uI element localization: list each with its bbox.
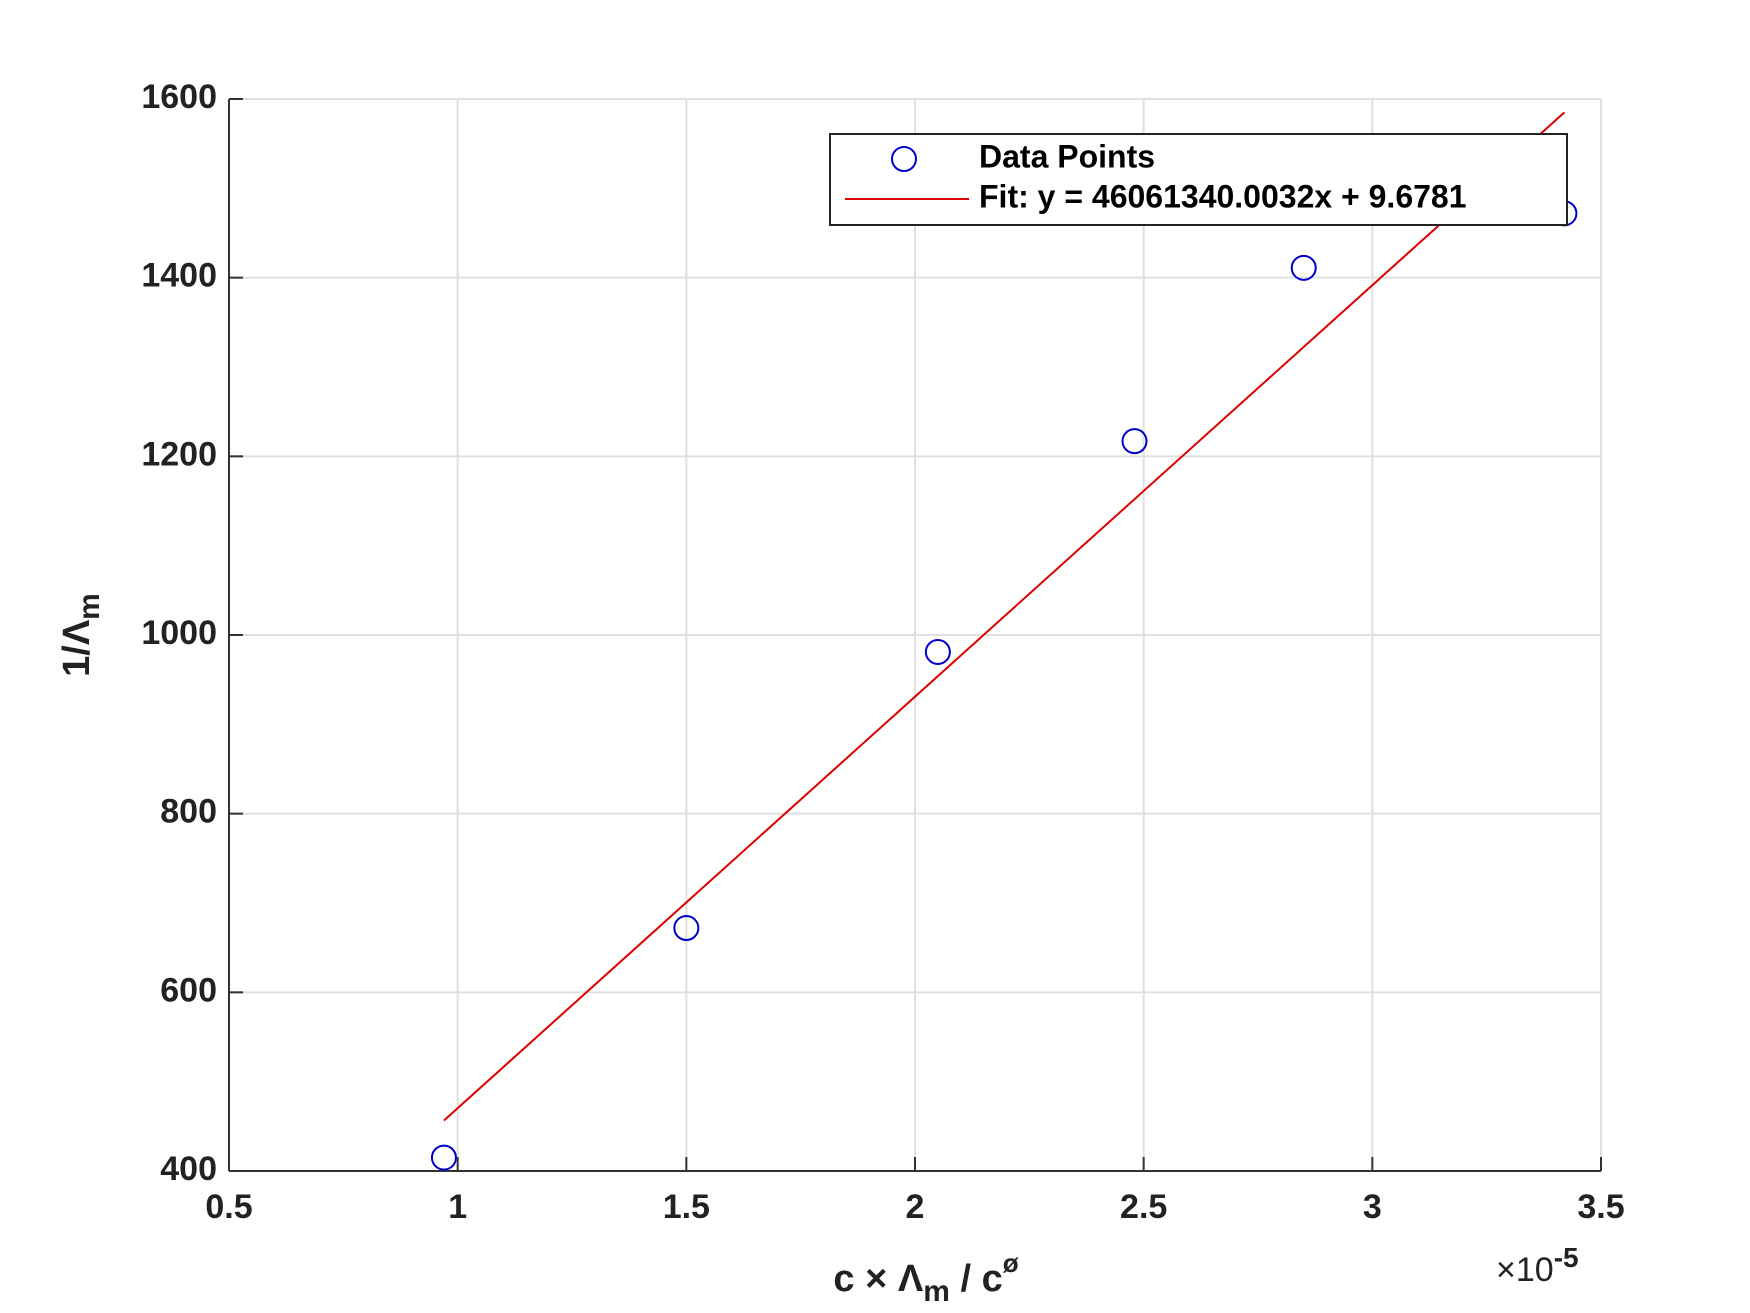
data-point — [673, 915, 700, 942]
x-tick-label: 1.5 — [663, 1188, 710, 1226]
y-tick-label: 1000 — [141, 614, 217, 652]
x-multiplier: ×10-5 — [1496, 1242, 1579, 1289]
x-axis-label: c × Λm / cø — [833, 1248, 1018, 1308]
x-tick-label: 1 — [448, 1188, 467, 1226]
y-tick-label: 1400 — [141, 257, 217, 295]
x-tick-label: 2 — [906, 1188, 925, 1226]
legend-box — [829, 133, 1568, 226]
x-tick-label: 0.5 — [205, 1188, 252, 1226]
x-tick-label: 3.5 — [1577, 1188, 1624, 1226]
x-tick-label: 2.5 — [1120, 1188, 1167, 1226]
data-point — [924, 638, 951, 665]
y-tick-label: 400 — [160, 1150, 217, 1188]
y-tick-label: 800 — [160, 793, 217, 831]
legend-label: Fit: y = 46061340.0032x + 9.6781 — [979, 178, 1467, 214]
legend-marker — [891, 146, 917, 172]
y-axis-label: 1/Λm — [56, 593, 106, 677]
legend-label: Data Points — [979, 138, 1155, 174]
x-tick-label: 3 — [1363, 1188, 1382, 1226]
data-point — [430, 1144, 457, 1171]
y-tick-label: 600 — [160, 971, 217, 1009]
data-point — [1290, 254, 1317, 281]
y-tick-label: 1600 — [141, 78, 217, 116]
data-point — [1121, 428, 1148, 455]
fit-line — [443, 111, 1566, 1122]
y-tick-label: 1200 — [141, 435, 217, 473]
